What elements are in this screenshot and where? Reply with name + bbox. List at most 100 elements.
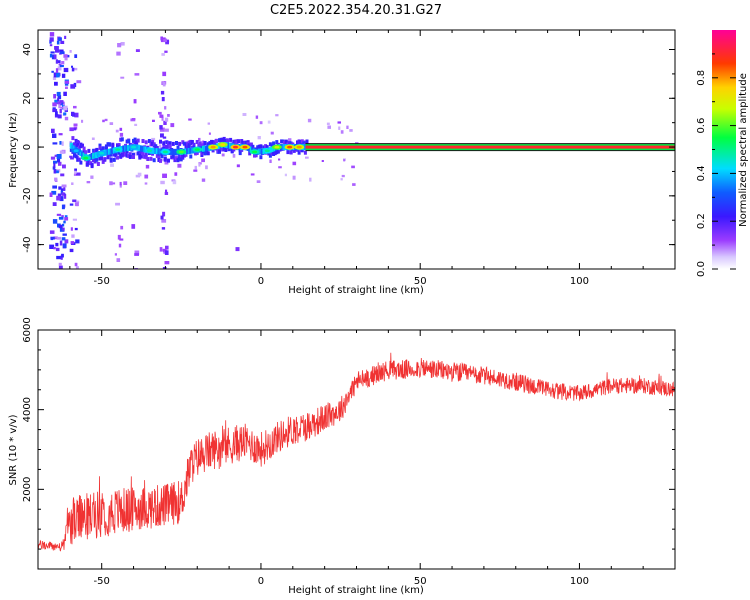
x-tick-label: 0 (258, 276, 264, 287)
heatmap-cell (300, 148, 304, 153)
heatmap-speckle (278, 166, 282, 169)
heatmap-speckle (63, 67, 69, 73)
heatmap-speckle (60, 188, 66, 191)
heatmap-speckle (201, 178, 206, 182)
heatmap-speckle (161, 97, 165, 102)
heatmap-cell (144, 140, 148, 145)
heatmap-speckle (52, 107, 56, 111)
heatmap-speckle (62, 243, 67, 249)
spectrogram-x-label: Height of straight line (km) (288, 285, 424, 296)
heatmap-cell (104, 144, 108, 149)
heatmap-cell (175, 156, 178, 161)
heatmap-speckle (159, 125, 163, 130)
heatmap-cell (216, 148, 220, 153)
heatmap-cell (83, 156, 89, 160)
heatmap-cell (303, 150, 307, 155)
heatmap-cell (112, 152, 116, 157)
heatmap-cell (274, 145, 280, 149)
heatmap-cell (167, 158, 170, 163)
heatmap-cell (202, 143, 205, 148)
heatmap-cell (85, 159, 89, 164)
heatmap-cell (171, 148, 175, 155)
heatmap-speckle (161, 219, 167, 223)
heatmap-speckle (162, 173, 167, 178)
heatmap-cell (171, 141, 175, 146)
heatmap-cell (272, 152, 276, 156)
heatmap-cell (81, 151, 84, 158)
heatmap-speckle (63, 194, 67, 199)
heatmap-cell (93, 159, 97, 164)
heatmap-cell (218, 149, 221, 154)
heatmap-cell (73, 142, 76, 147)
heatmap-speckle (120, 42, 125, 46)
heatmap-speckle (64, 239, 69, 244)
heatmap-cell (225, 138, 229, 143)
heatmap-speckle (207, 122, 210, 125)
heatmap-cell (227, 142, 231, 149)
heatmap-cell (184, 152, 188, 157)
heatmap-speckle (52, 108, 58, 113)
heatmap-cell (186, 144, 190, 149)
heatmap-cell (82, 146, 86, 151)
heatmap-speckle (53, 169, 57, 174)
heatmap-cell (131, 145, 137, 149)
heatmap-speckle (56, 255, 61, 260)
heatmap-speckle (54, 114, 59, 118)
heatmap-cell (98, 156, 102, 161)
heatmap-speckle (161, 53, 165, 56)
heatmap-cell (224, 139, 228, 143)
heatmap-speckle (236, 164, 240, 168)
heatmap-speckle (59, 196, 64, 202)
heatmap-cell (108, 148, 112, 155)
heatmap-cell (178, 141, 182, 146)
heatmap-cell (249, 146, 253, 153)
heatmap-cell (186, 148, 190, 155)
heatmap-cell (206, 151, 210, 156)
heatmap-cell (259, 155, 263, 160)
heatmap-cell (125, 139, 129, 144)
heatmap-cell (205, 145, 209, 152)
heatmap-speckle (55, 59, 58, 64)
heatmap-speckle (162, 83, 166, 87)
heatmap-cell (202, 145, 205, 152)
heatmap-speckle (352, 183, 356, 186)
heatmap-speckle (337, 121, 341, 124)
heatmap-cell (246, 142, 250, 147)
heatmap-cell (221, 137, 225, 142)
heatmap-cell (206, 145, 210, 151)
heatmap-cell (128, 155, 132, 159)
heatmap-cell (195, 140, 199, 144)
heatmap-speckle (110, 163, 114, 167)
heatmap-speckle (69, 155, 73, 158)
heatmap-speckle (59, 240, 63, 246)
heatmap-cell (135, 140, 139, 145)
heatmap-cell (233, 145, 238, 149)
heatmap-cell (93, 152, 97, 159)
heatmap-cell (112, 157, 116, 162)
spectrogram-band (305, 143, 675, 152)
heatmap-speckle (145, 164, 150, 169)
heatmap-cell (98, 143, 102, 148)
heatmap-cell (73, 149, 79, 152)
heatmap-speckle (58, 262, 62, 266)
heatmap-speckle (64, 57, 68, 61)
heatmap-cell (144, 152, 148, 157)
heatmap-cell (203, 151, 207, 156)
heatmap-speckle (73, 67, 78, 71)
heatmap-cell (229, 142, 233, 149)
heatmap-speckle (269, 159, 272, 163)
heatmap-speckle (50, 236, 55, 240)
heatmap-cell (101, 159, 105, 164)
heatmap-cell (90, 164, 94, 169)
heatmap-speckle (55, 247, 60, 252)
heatmap-speckle (307, 118, 312, 123)
heatmap-speckle (278, 158, 281, 161)
heatmap-speckle (52, 202, 57, 206)
heatmap-speckle (198, 137, 201, 141)
heatmap-cell (167, 141, 170, 146)
heatmap-cell (95, 157, 99, 162)
heatmap-speckle (160, 180, 165, 185)
heatmap-cell (81, 143, 84, 148)
heatmap-cell (93, 148, 97, 153)
heatmap-speckle (349, 129, 353, 132)
